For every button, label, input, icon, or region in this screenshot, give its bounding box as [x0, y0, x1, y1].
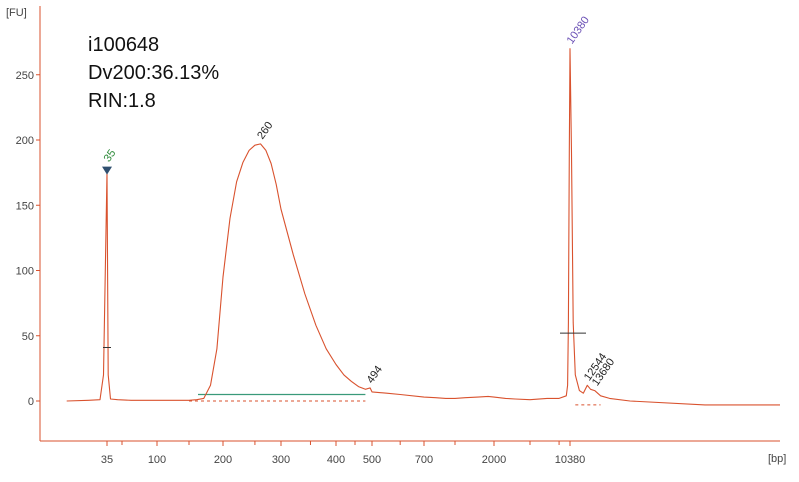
- y-tick-label: 200: [16, 135, 34, 147]
- x-tick-label: 400: [327, 454, 345, 466]
- y-tick-label: 100: [16, 266, 34, 278]
- peak-label: 35: [102, 147, 119, 164]
- dv200-value: Dv200:36.13%: [88, 62, 220, 84]
- x-tick-label: 500: [363, 454, 381, 466]
- y-tick-label: 0: [28, 396, 34, 408]
- y-tick-label: 150: [16, 200, 34, 212]
- x-tick-label: 100: [148, 454, 166, 466]
- x-tick-label: 35: [101, 454, 113, 466]
- axes: [39, 6, 780, 442]
- x-tick-label: 200: [214, 454, 232, 466]
- x-tick-label: 300: [272, 454, 290, 466]
- trace-line: [66, 48, 780, 406]
- x-tick-label: 700: [415, 454, 433, 466]
- rin-value: RIN:1.8: [88, 90, 156, 112]
- y-axis-label: [FU]: [6, 7, 27, 19]
- chart-marks: [66, 48, 780, 406]
- sample-id: i100648: [88, 34, 160, 56]
- marker-triangle-icon: [102, 166, 112, 175]
- x-axis-label: [bp]: [768, 453, 786, 465]
- y-tick-label: 50: [22, 331, 34, 343]
- y-tick-label: 250: [16, 70, 34, 82]
- tick-marks: 0 50 100 150 200 250 35 100 200 300 400 500 700 2000 1…: [16, 70, 586, 466]
- x-tick-label: 2000: [482, 454, 506, 466]
- peak-label: 494: [365, 364, 385, 386]
- x-tick-label: 10380: [555, 454, 586, 466]
- peak-label: 10380: [565, 14, 592, 46]
- peak-label: 260: [255, 120, 275, 142]
